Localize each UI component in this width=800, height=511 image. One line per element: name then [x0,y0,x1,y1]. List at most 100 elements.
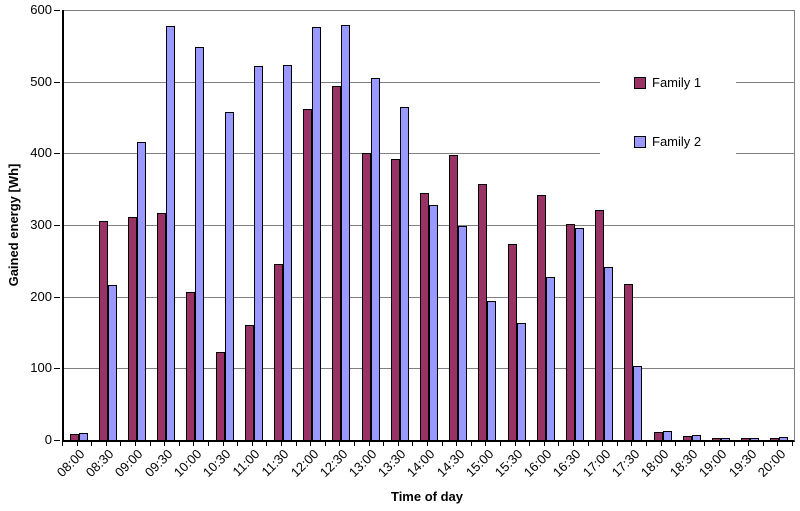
x-axis-tick [222,442,224,446]
x-tick-label: 08:30 [83,446,117,480]
x-axis-tick [135,442,136,446]
x-axis-tick [208,442,209,446]
bar-family1-11:30 [274,264,283,440]
x-axis-tick [266,442,268,446]
x-tick-label: 19:00 [696,446,730,480]
bar-family2-14:00 [429,205,438,440]
y-axis-tick [54,81,60,83]
family2-swatch-icon [634,136,646,148]
bar-family2-11:00 [253,66,263,440]
bar-family1-16:00 [536,195,546,440]
x-tick-label: 08:00 [53,446,88,480]
x-axis-tick [529,442,531,446]
bar-family2-11:30 [283,65,292,440]
bar-family1-08:00 [69,434,79,440]
x-axis-tick [762,442,764,446]
plot-area [62,10,795,442]
x-axis-tick [456,442,458,446]
bar-family1-11:00 [244,325,254,440]
x-tick-label: 18:30 [667,446,701,480]
bar-family1-10:30 [215,352,225,440]
y-axis-tick [54,296,60,298]
y-axis-tick [54,368,60,370]
gridline-400 [64,153,794,155]
y-tick-label: 600 [30,2,52,17]
x-axis-tick [164,442,166,446]
x-axis-tick [675,442,677,446]
bar-family1-15:00 [478,184,488,440]
x-axis-tick [748,442,750,446]
legend-entry-family2: Family 2 [634,135,736,149]
bar-family2-08:30 [107,285,117,440]
bar-family2-18:30 [691,435,701,440]
x-axis-tick [295,442,297,446]
bar-family2-15:30 [516,323,526,440]
x-tick-label: 17:00 [579,446,614,480]
x-axis-tick [558,442,560,446]
bar-family2-08:00 [78,433,88,440]
bar-family2-09:30 [166,26,176,440]
bar-family2-20:00 [779,437,789,440]
bar-family1-08:30 [98,221,108,440]
x-tick-label: 14:30 [433,446,468,480]
y-tick-label: 400 [30,145,52,161]
y-axis-tick [54,10,60,11]
x-axis-tick [719,442,720,446]
y-tick-label: 500 [30,73,52,89]
x-axis-tick [62,442,63,446]
x-axis-title: Time of day [390,489,463,504]
bar-family2-10:30 [224,112,234,440]
x-axis-tick [427,442,428,446]
x-axis-tick [324,442,326,446]
bar-family2-17:30 [633,366,643,440]
x-tick-label: 12:00 [287,446,322,480]
x-axis-tick [646,442,647,446]
x-axis-tick [660,442,662,446]
x-tick-label: 20:00 [754,446,789,480]
x-axis-tick [777,442,779,446]
bar-family1-20:00 [770,438,780,440]
gridline-600 [64,10,794,11]
x-axis-tick [383,442,385,446]
y-tick-label: 0 [44,432,52,447]
legend: Family 1 Family 2 [600,58,736,163]
bar-family2-09:00 [137,142,146,440]
x-tick-label: 13:30 [375,446,409,480]
x-axis-tick [485,442,487,446]
bar-family2-16:30 [575,228,584,440]
x-axis-tick [616,442,618,446]
bar-family2-19:00 [721,438,730,440]
bar-family1-16:30 [566,224,575,440]
bar-family1-09:00 [128,217,137,440]
x-axis-tick [514,442,516,446]
x-axis-tick [76,442,78,446]
x-axis-tick [704,442,706,446]
x-axis-tick [470,442,472,446]
x-axis-tick [368,442,370,446]
x-tick-label: 15:30 [491,446,526,480]
bar-family1-13:00 [361,153,371,440]
x-tick-label: 16:00 [521,446,555,480]
legend-entry-family1: Family 1 [634,76,736,90]
x-axis-tick [105,442,107,446]
x-tick-label: 12:30 [316,446,351,480]
bar-family1-10:00 [186,292,196,440]
bar-family1-18:30 [682,436,692,440]
bar-family1-14:00 [420,193,429,440]
x-axis-tick [631,442,633,446]
y-axis-tick [54,225,60,226]
bar-family1-13:30 [390,159,400,440]
x-tick-label: 11:30 [258,446,292,480]
bar-family1-12:30 [332,86,342,440]
x-axis-tick [397,442,399,446]
bar-family1-17:00 [595,210,605,440]
y-tick-label: 200 [30,288,52,304]
y-tick-label: 300 [30,217,52,232]
bar-family2-12:30 [341,25,351,440]
x-axis-tick [237,442,239,446]
x-axis-tick [587,442,589,446]
x-tick-label: 13:00 [345,446,380,480]
bar-family2-12:00 [312,27,322,440]
x-axis-tick [543,442,545,446]
x-tick-label: 14:00 [404,446,438,480]
